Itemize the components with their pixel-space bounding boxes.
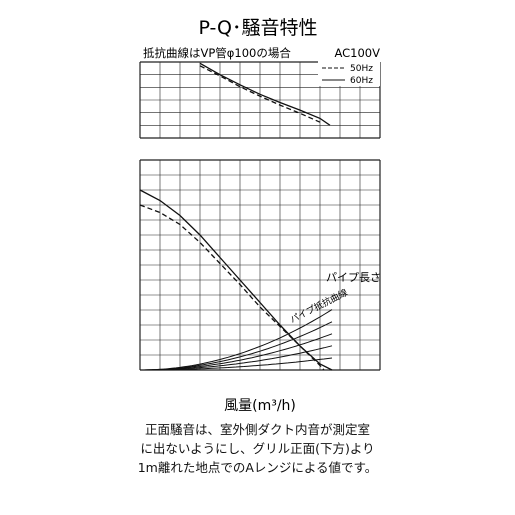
note-line-1: 正面騒音は、室外側ダクト内音が測定室	[144, 422, 370, 437]
noise-chart: 50Hz 60Hz	[139, 60, 381, 139]
pq-series-line-50hz	[139, 204, 325, 371]
noise-grid	[139, 61, 381, 139]
noise-legend: 50Hz 60Hz	[318, 60, 380, 86]
power-label: AC100V	[334, 46, 380, 60]
pq-grid	[139, 159, 381, 371]
noise-series	[199, 62, 331, 126]
pipe-resistance-curve-15m	[140, 333, 333, 371]
pq-x-axis-label: 風量(m³/h)	[224, 398, 296, 414]
measurement-notes: 正面騒音は、室外側ダクト内音が測定室 に出ないようにし、グリル正面(下方)より …	[0, 420, 515, 477]
note-line-3: 1m離れた地点でのAレンジによる値です。	[137, 460, 378, 475]
noise-series-line-50hz	[199, 65, 321, 123]
pq-series-line-60hz	[139, 189, 333, 371]
noise-series-line-60hz	[199, 62, 331, 126]
legend-box	[318, 60, 380, 86]
legend-label-50hz: 50Hz	[350, 64, 373, 74]
pipe-length-title: パイプ長さ	[326, 271, 381, 284]
pipe-resistance-curves	[140, 309, 333, 371]
chart-title: P-Q･騒音特性	[198, 17, 317, 39]
note-line-2: に出ないようにし、グリル正面(下方)より	[140, 441, 375, 456]
pq-series	[139, 189, 333, 371]
pipe-resistance-curve-20m	[140, 321, 333, 371]
chart-subtitle: 抵抗曲線はVP管φ100の場合	[143, 46, 291, 60]
legend-label-60hz: 60Hz	[350, 76, 373, 86]
pipe-resistance-curve-5m	[140, 357, 333, 371]
pq-chart: パイプ長さ パイプ抵抗曲線 風量(m³/h)	[139, 159, 381, 414]
